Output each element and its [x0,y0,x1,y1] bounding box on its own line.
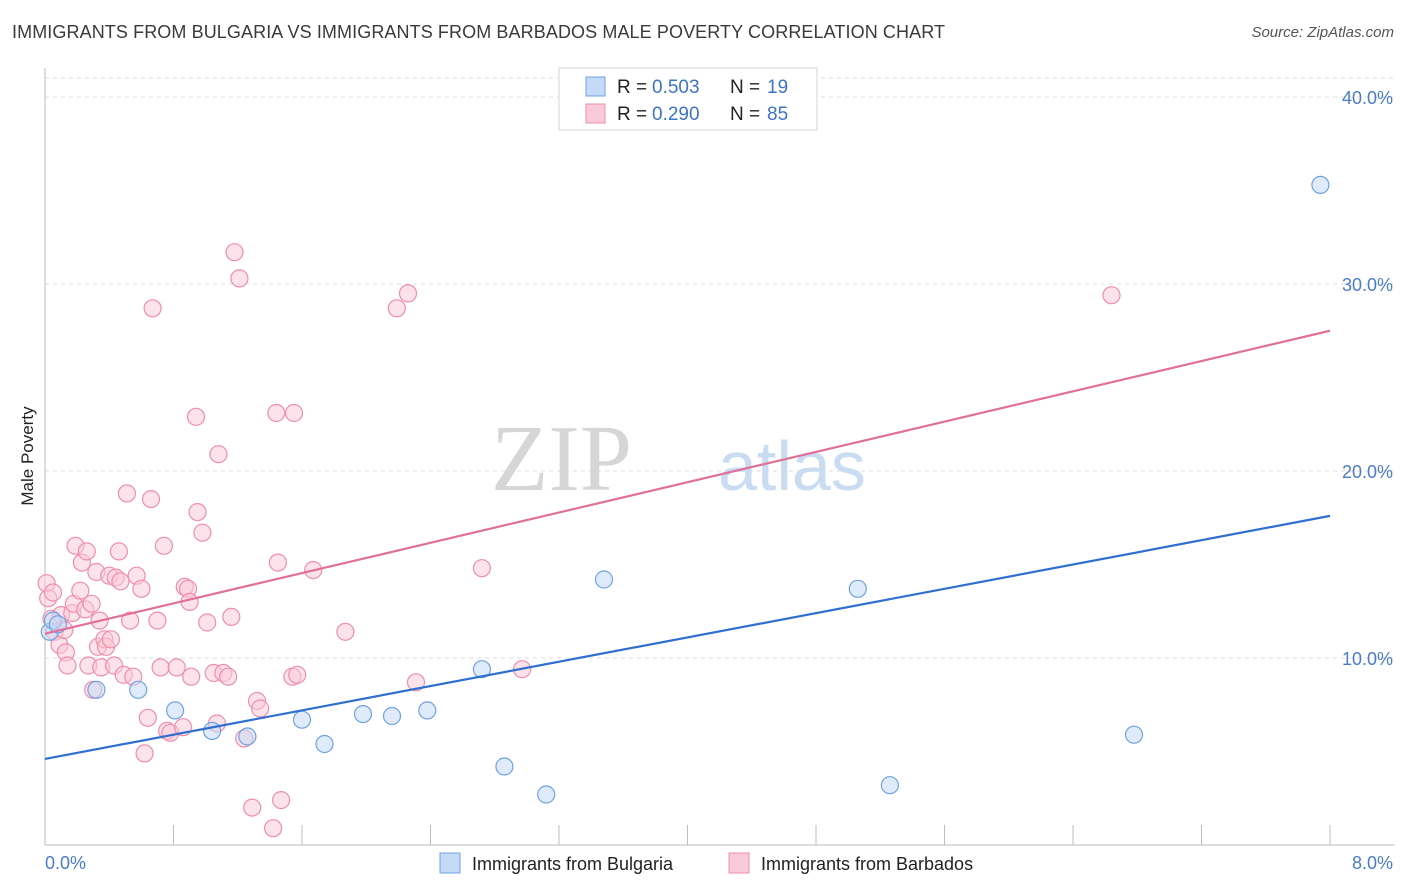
barbados-point [111,572,130,591]
barbados-point [398,284,418,303]
barbados-point [336,622,355,641]
barbados-trend-line [44,329,1331,635]
barbados-point [43,583,63,602]
gridlines [45,77,1395,659]
chart-source: Source: ZipAtlas.com [1251,24,1394,41]
barbados-point [138,708,157,727]
barbados-point [186,407,206,426]
barbados-point [406,673,426,692]
r-label: R = [617,104,647,125]
barbados-point [101,630,121,649]
n-label: N = [730,77,760,98]
barbados-point [472,559,491,578]
bulgaria-point [353,704,373,724]
barbados-point [272,790,291,810]
barbados-point [198,613,217,632]
barbados-point [219,667,238,686]
barbados-point [264,819,283,838]
bulgaria-point [238,727,257,746]
barbados-point [188,502,207,522]
barbados-point [71,581,90,600]
barbados-point [117,484,137,503]
barbados-point [77,542,96,561]
n-label: N = [730,104,760,125]
tick-labels: 10.0% 20.0% 30.0% 40.0% 0.0% 8.0% [45,88,1393,873]
barbados-point [154,536,173,555]
barbados-point [288,665,307,684]
bulgaria-point [1124,725,1144,744]
barbados-point [251,699,270,718]
y-tick-label: 40.0% [1342,88,1393,108]
r-label: R = [617,77,647,98]
bulgaria-point [315,734,334,754]
barbados-legend-swatch [728,852,750,874]
barbados-swatch [585,103,606,124]
r-value: 0.290 [652,104,700,125]
bulgaria-point [472,660,491,679]
barbados-point [230,269,249,288]
bulgaria-trend-line [44,514,1331,761]
barbados-point [387,299,406,318]
n-value: 85 [767,104,788,125]
watermark: ZIP atlas [491,407,866,511]
barbados-point [82,594,101,613]
bulgaria-point [1311,175,1330,194]
watermark-zip: ZIP [491,407,632,511]
bulgaria-point [594,570,614,589]
barbados-point [182,667,201,686]
watermark-atlas: atlas [718,427,866,505]
barbados-point [148,611,167,630]
bulgaria-point [880,776,900,795]
barbados-point [58,656,77,675]
series-legend: Immigrants from Bulgaria Immigrants from … [439,852,973,874]
barbados-point [267,403,286,423]
barbados-point [1102,286,1121,305]
bulgaria-point [129,680,148,699]
y-tick-label: 30.0% [1342,275,1393,295]
x-tick-label-min: 0.0% [45,853,86,873]
barbados-point [167,658,186,677]
barbados-point [135,744,154,763]
bulgaria-point [166,701,185,720]
bulgaria-point [203,721,222,741]
barbados-point [222,607,241,627]
bulgaria-point [418,701,437,720]
bulgaria-point [848,579,867,598]
bulgaria-point [87,680,106,699]
trend-lines [44,329,1331,761]
barbados-point [143,299,162,318]
bulgaria-legend-label: Immigrants from Bulgaria [472,854,674,874]
chart-title: IMMIGRANTS FROM BULGARIA VS IMMIGRANTS F… [12,22,946,42]
barbados-point [268,553,287,572]
barbados-point [132,579,151,598]
bulgaria-swatch [585,76,606,97]
stats-legend: R = 0.503 N = 19 R = 0.290 N = 85 [558,67,818,131]
barbados-point [209,445,228,464]
bulgaria-point [495,757,514,776]
barbados-point [121,611,140,630]
barbados-legend-label: Immigrants from Barbados [761,854,973,874]
bulgaria-point [537,785,556,804]
barbados-point [141,490,161,509]
y-tick-label: 10.0% [1342,649,1393,669]
barbados-point [193,523,212,542]
barbados-point [109,542,129,561]
bulgaria-point [292,710,312,729]
barbados-point [284,403,304,423]
axes [44,68,1395,846]
barbados-point [151,658,170,677]
n-value: 19 [767,77,788,98]
barbados-point [225,243,244,262]
x-tick-label-max: 8.0% [1352,853,1393,873]
bulgaria-point [382,706,402,726]
r-value: 0.503 [652,77,700,98]
bulgaria-legend-swatch [439,852,461,874]
y-tick-label: 20.0% [1342,462,1393,482]
data-points [37,175,1330,838]
barbados-point [243,798,262,817]
